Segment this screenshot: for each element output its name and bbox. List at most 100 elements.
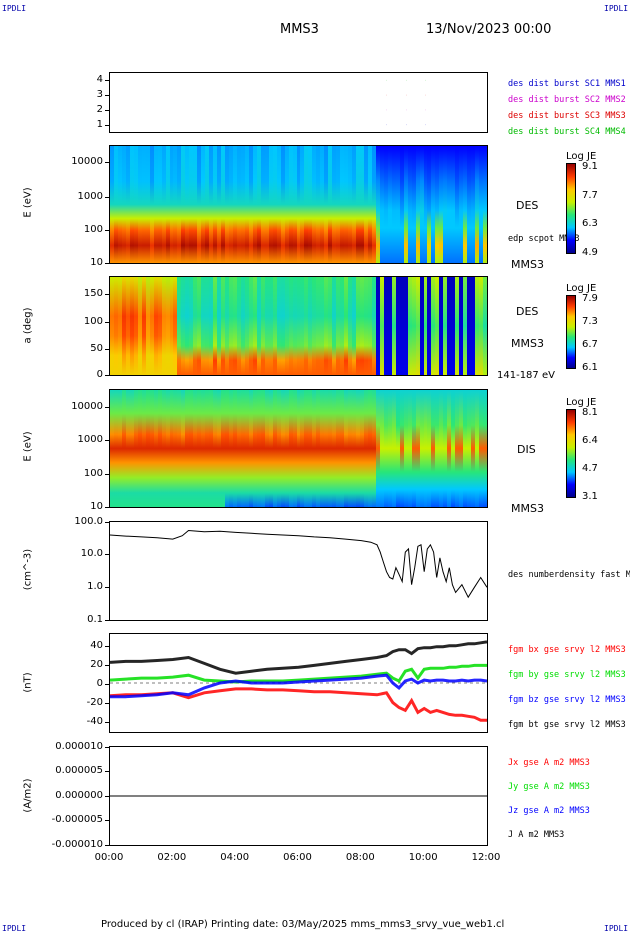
des-energy-strip (403, 146, 409, 263)
burst-ytick-0: 4 (96, 74, 103, 86)
des-energy-strip (419, 146, 425, 263)
dis-energy-ytick-2: 100 (83, 468, 103, 479)
dis-energy-strip (177, 390, 183, 507)
dis-energy-strip (213, 390, 218, 507)
current-legend-item-3: J A m2 MMS3 (508, 830, 565, 840)
des-energy-strip (328, 146, 333, 263)
current-ytick-mark-1 (105, 771, 109, 772)
dis-energy-ytick-1: 1000 (77, 434, 103, 445)
des-pitch-strip (149, 277, 155, 375)
dis-energy-ylabel: E (eV) (22, 431, 34, 462)
dis-energy-strip (272, 390, 278, 507)
des-energy-strip (157, 146, 163, 263)
des-energy-strip (304, 146, 309, 263)
des-pitch-ytick-mark-3 (105, 375, 109, 376)
dis-energy-strip (360, 390, 365, 507)
des-pitch-strip (348, 277, 353, 375)
des-pitch-strip (256, 277, 262, 375)
dis-energy-strip (439, 390, 444, 507)
colorbar-tick-3-1: 6.4 (582, 435, 598, 446)
fgm-panel (109, 633, 488, 733)
dis-energy-ytick-mark-2 (105, 474, 109, 475)
des-pitch-strip (181, 277, 186, 375)
des-pitch-strip (387, 277, 393, 375)
des-energy-strip (367, 146, 373, 263)
colorbar-tick-1-2: 6.3 (582, 218, 598, 230)
density-ytick-mark-2 (105, 587, 109, 588)
colorbar-tick-3-3: 3.1 (582, 491, 598, 502)
dis-energy-strip (276, 390, 282, 507)
fgm-ytick-0: 40 (90, 640, 103, 651)
dis-energy-strip (471, 390, 476, 507)
des-pitch-ytick-mark-1 (105, 322, 109, 323)
des-pitch-strip (367, 277, 373, 375)
spacecraft-title: MMS3 (280, 22, 319, 37)
des-pitch-strip (467, 277, 472, 375)
burst-ytick-2: 2 (96, 103, 103, 115)
dis-energy-strip (383, 390, 389, 507)
dis-energy-strip (256, 390, 262, 507)
fgm-ytick-mark-2 (105, 684, 109, 685)
fgm-series-line-3 (110, 640, 487, 675)
des-pitch-strip (268, 277, 274, 375)
dis-energy-strip (284, 390, 290, 507)
des-energy-ylabel: E (eV) (22, 187, 34, 218)
dis-energy-strip (308, 390, 313, 507)
burst-ytick-1: 3 (96, 89, 103, 101)
dis-energy-strip (367, 390, 373, 507)
des-pitch-strip (340, 277, 345, 375)
burst-ytick-mark-1 (105, 95, 109, 97)
dis-energy-strip (387, 390, 393, 507)
dis-energy-strip (475, 390, 480, 507)
des-pitch-strip (427, 277, 433, 375)
des-pitch-ytick-mark-0 (105, 294, 109, 295)
des-energy-strip (113, 146, 119, 263)
des-energy-strip (260, 146, 266, 263)
des-pitch-strip (117, 277, 123, 375)
dis-energy-strip (427, 390, 433, 507)
des-pitch-strip (356, 277, 361, 375)
dis-energy-strip (399, 390, 405, 507)
current-ytick-2: 0.000000 (55, 790, 103, 801)
des-energy-strip (316, 146, 321, 263)
x-tick-5: 10:00 (408, 852, 438, 863)
dis-energy-spectrogram (109, 389, 488, 508)
x-tick-2: 04:00 (220, 852, 250, 863)
density-ytick-0: 100.0 (74, 516, 103, 527)
footer-credit: Produced by cl (IRAP) Printing date: 03/… (101, 919, 505, 930)
dis-energy-strip (375, 390, 381, 507)
des-pitch-strip (201, 277, 206, 375)
density-plot (110, 529, 487, 599)
des-energy-strip (256, 146, 262, 263)
des-energy-strip (201, 146, 206, 263)
x-tick-4: 08:00 (345, 852, 375, 863)
burst-panel (109, 72, 488, 133)
des-pitch-strip (189, 277, 194, 375)
dis-energy-strip (121, 390, 127, 507)
des-energy-strip (443, 146, 448, 263)
fgm-ytick-2: 0 (96, 678, 103, 689)
des-energy-strip (173, 146, 179, 263)
des-energy-strip (268, 146, 274, 263)
des-energy-label-scpot: edp scpot MMS3 (508, 234, 580, 244)
fgm-ytick-mark-0 (105, 646, 109, 647)
des-pitch-cbar-title: Log JE (566, 283, 597, 294)
dis-energy-strip (467, 390, 472, 507)
density-ytick-mark-1 (105, 554, 109, 555)
x-tick-1: 02:00 (157, 852, 187, 863)
des-energy-strip (252, 146, 258, 263)
des-pitch-strip (288, 277, 294, 375)
fgm-ytick-3: -20 (86, 697, 103, 708)
fgm-legend-item-0: fgm bx gse srvy l2 MMS3 (508, 645, 626, 655)
dis-energy-strip (443, 390, 448, 507)
des-pitch-strip (316, 277, 321, 375)
colorbar-tick-1-0: 9.1 (582, 161, 598, 172)
density-ytick-3: 0.1 (87, 614, 103, 625)
des-pitch-label-energy: 141-187 eV (497, 370, 555, 381)
colorbar-tick-1-3: 4.9 (582, 247, 598, 258)
des-energy-ytick-mark-1 (105, 197, 109, 198)
burst-legend-item-1: des dist burst SC1 MMS1 (508, 79, 626, 89)
des-energy-strip (324, 146, 329, 263)
burst-ytick-mark-2 (105, 109, 109, 111)
des-energy-strip (125, 146, 131, 263)
